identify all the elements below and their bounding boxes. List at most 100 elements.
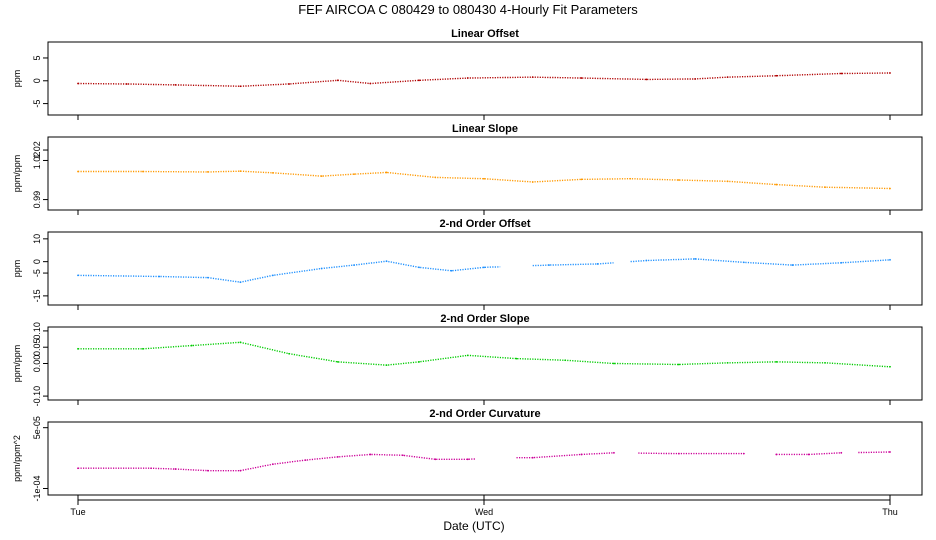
y-tick-label: 5 <box>32 55 42 60</box>
data-point <box>239 281 242 284</box>
plot-frame <box>47 231 923 306</box>
y-tick-label: -1e-04 <box>32 476 42 502</box>
plot-frame <box>47 136 923 211</box>
data-point <box>271 274 274 277</box>
y-tick-label: -5 <box>32 269 42 277</box>
data-point <box>840 451 843 454</box>
data-point <box>645 259 648 262</box>
data-point <box>320 175 323 178</box>
data-point <box>418 360 420 363</box>
data-point <box>239 170 242 173</box>
data-point <box>239 341 242 344</box>
series-line <box>78 170 890 190</box>
data-point <box>125 83 128 85</box>
data-point <box>775 453 778 456</box>
panel-3: 2-nd Order Offset -15 -5 0 10 ppm <box>12 218 923 310</box>
y-tick-label: -15 <box>32 289 42 302</box>
data-point <box>271 171 274 174</box>
data-point <box>531 181 534 183</box>
data-point <box>336 455 339 458</box>
panel-4: 2-nd Order Slope -0.10 0.000.050.10 ppm/ppm <box>12 313 923 407</box>
data-point <box>385 260 388 263</box>
y-axis-label: ppm <box>12 70 22 88</box>
series-line <box>516 452 614 459</box>
data-point <box>726 361 729 364</box>
data-point <box>434 176 437 179</box>
data-point <box>207 276 209 279</box>
data-point <box>694 258 697 260</box>
data-point <box>174 468 177 470</box>
data-point <box>434 458 437 461</box>
data-point <box>336 360 339 363</box>
panel-1: Linear Offset -5 0 5 ppm <box>12 28 923 120</box>
data-point <box>580 77 583 79</box>
data-point <box>840 261 843 264</box>
data-point <box>77 82 79 85</box>
data-point <box>77 347 79 350</box>
data-point <box>336 79 339 82</box>
data-point <box>418 79 420 82</box>
data-point <box>466 354 469 357</box>
x-tick-label: Wed <box>475 507 493 517</box>
series-line <box>77 260 501 283</box>
main-title: FEF AIRCOA C 080429 to 080430 4-Hourly F… <box>298 2 638 17</box>
data-point <box>580 453 583 456</box>
y-axis-label: ppm/ppm <box>12 345 22 383</box>
data-point <box>791 264 794 266</box>
data-point <box>158 275 161 278</box>
data-point <box>483 177 485 180</box>
data-point <box>483 266 485 269</box>
data-point <box>353 173 355 176</box>
data-point <box>150 467 152 470</box>
data-point <box>580 178 583 181</box>
data-point <box>613 362 615 365</box>
data-point <box>775 74 778 77</box>
data-point <box>564 359 567 362</box>
data-point <box>320 267 323 270</box>
panel-2: Linear Slope 0.99 1.021.02 ppm/ppm <box>12 123 923 215</box>
data-point <box>694 78 697 80</box>
data-point <box>677 452 680 455</box>
y-tick-label: 10 <box>32 234 42 244</box>
data-point <box>353 264 355 266</box>
data-point <box>629 177 632 180</box>
data-point <box>418 266 420 269</box>
panels: Linear Offset -5 0 5 ppm Linear Slope 0.99 1.02… <box>12 28 923 502</box>
y-tick-label: 0 <box>32 78 42 83</box>
data-point <box>889 365 891 368</box>
y-tick-label: 0.05 <box>32 338 42 356</box>
plot-frame <box>47 326 923 401</box>
data-point <box>190 344 193 347</box>
data-point <box>742 261 745 264</box>
panel-title: 2-nd Order Offset <box>439 218 530 230</box>
data-point <box>824 186 826 189</box>
x-axis-label: Date (UTC) <box>443 519 504 533</box>
y-tick-label: 0.10 <box>32 322 42 340</box>
data-point <box>77 170 79 173</box>
series-line <box>532 262 614 267</box>
data-point <box>824 361 826 364</box>
data-point <box>77 274 79 277</box>
panel-title: 2-nd Order Slope <box>440 313 529 325</box>
data-point <box>840 72 843 75</box>
y-tick-label: -0.10 <box>32 386 42 407</box>
data-point <box>207 469 209 472</box>
data-point <box>726 180 729 183</box>
y-tick-label: 5e-05 <box>32 416 42 439</box>
data-point <box>889 451 891 453</box>
data-point <box>304 459 307 462</box>
data-point <box>385 364 388 367</box>
data-point <box>239 469 242 472</box>
plot-frame <box>47 41 923 116</box>
data-point <box>142 347 144 350</box>
panel-5: 2-nd Order Curvature -1e-04 5e-05 ppm/ppm^2 <box>12 408 923 502</box>
data-point <box>77 467 79 470</box>
panel-title: Linear Slope <box>452 123 518 135</box>
y-axis-label: ppm <box>12 260 22 278</box>
data-point <box>271 463 274 466</box>
data-point <box>369 453 372 456</box>
data-point <box>677 179 680 181</box>
data-point <box>531 456 534 459</box>
data-point <box>889 187 891 190</box>
